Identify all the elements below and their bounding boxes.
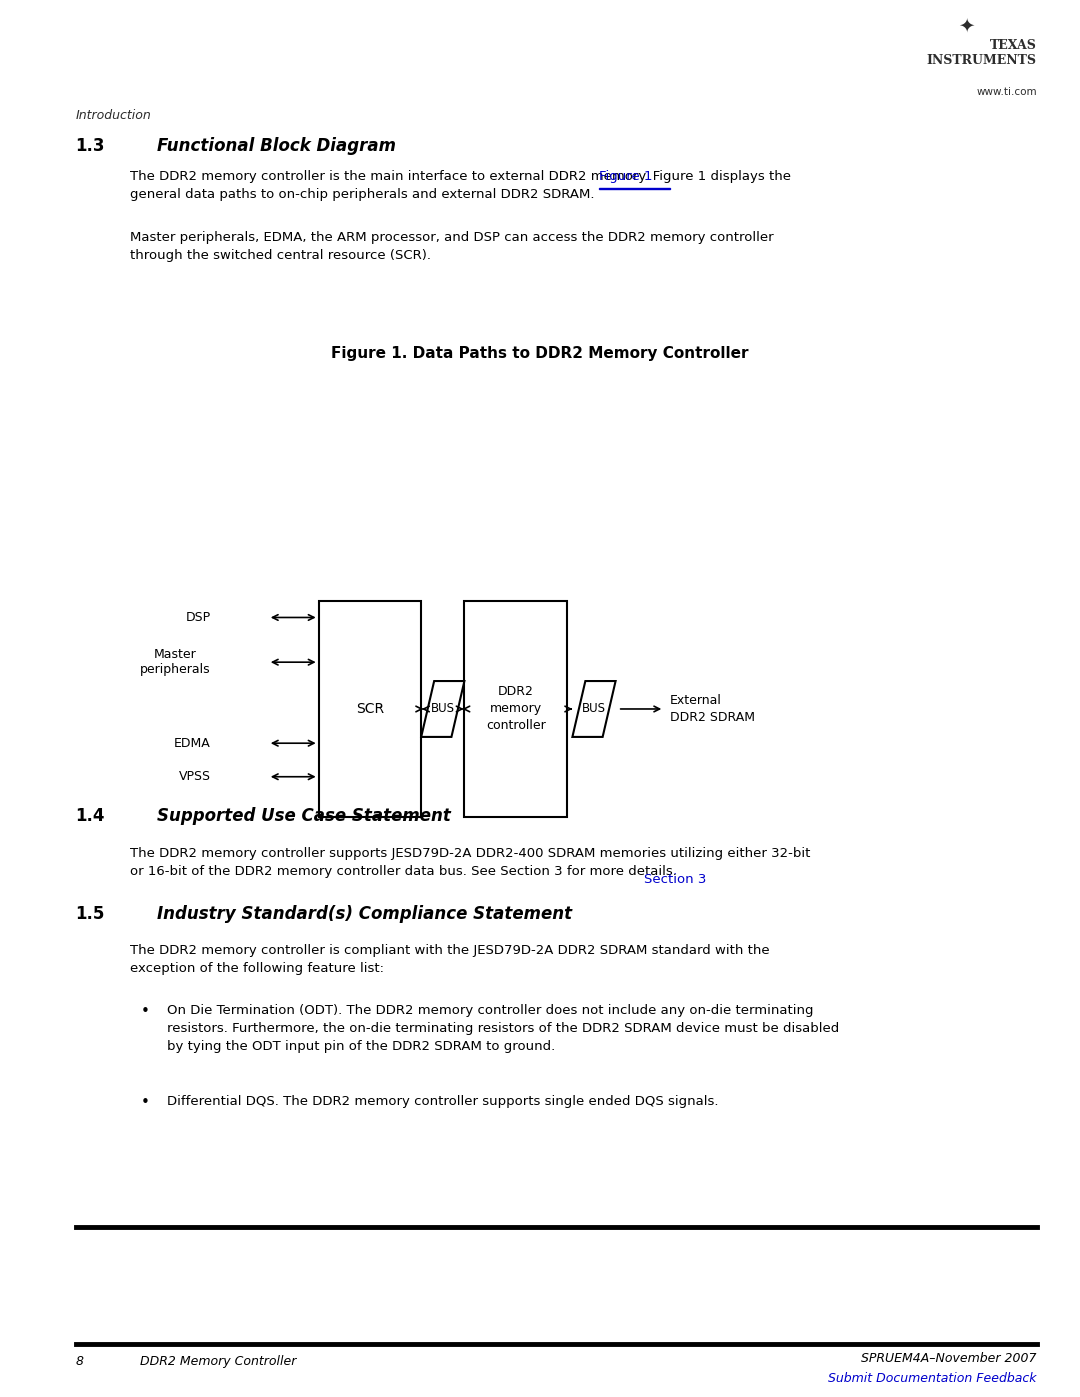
Text: Master peripherals, EDMA, the ARM processor, and DSP can access the DDR2 memory : Master peripherals, EDMA, the ARM proces… [130,231,773,261]
Text: Section 3: Section 3 [644,873,706,886]
Text: Supported Use Case Statement: Supported Use Case Statement [157,807,450,826]
Text: SPRUEM4A–November 2007: SPRUEM4A–November 2007 [862,1352,1037,1365]
Text: Industry Standard(s) Compliance Statement: Industry Standard(s) Compliance Statemen… [157,905,571,923]
Text: On Die Termination (ODT). The DDR2 memory controller does not include any on-die: On Die Termination (ODT). The DDR2 memor… [167,1004,839,1053]
Text: 1.3: 1.3 [76,137,105,155]
Text: BUS: BUS [582,703,606,715]
Polygon shape [421,680,464,738]
Text: Introduction: Introduction [76,109,151,122]
Text: SCR: SCR [355,701,384,717]
Text: ✦: ✦ [958,17,975,36]
Text: •: • [140,1095,149,1111]
Text: EDMA: EDMA [174,736,211,750]
Text: •: • [140,1004,149,1020]
Polygon shape [572,680,616,738]
Text: 1.4: 1.4 [76,807,105,826]
Text: TEXAS
INSTRUMENTS: TEXAS INSTRUMENTS [927,39,1037,67]
Text: External
DDR2 SDRAM: External DDR2 SDRAM [670,694,755,724]
Text: BUS: BUS [431,703,455,715]
Text: Figure 1. Data Paths to DDR2 Memory Controller: Figure 1. Data Paths to DDR2 Memory Cont… [332,346,748,362]
FancyBboxPatch shape [319,601,421,817]
Text: The DDR2 memory controller supports JESD79D-2A DDR2-400 SDRAM memories utilizing: The DDR2 memory controller supports JESD… [130,847,810,877]
Text: www.ti.com: www.ti.com [976,87,1037,96]
Bar [599,189,670,190]
Text: 8: 8 [76,1355,83,1368]
Text: Differential DQS. The DDR2 memory controller supports single ended DQS signals.: Differential DQS. The DDR2 memory contro… [167,1095,719,1108]
Text: 1.5: 1.5 [76,905,105,923]
Text: DDR2 Memory Controller: DDR2 Memory Controller [140,1355,297,1368]
Text: DDR2
memory
controller: DDR2 memory controller [486,686,545,732]
Text: The DDR2 memory controller is compliant with the JESD79D-2A DDR2 SDRAM standard : The DDR2 memory controller is compliant … [130,944,769,975]
Text: Submit Documentation Feedback: Submit Documentation Feedback [828,1372,1037,1384]
Text: Master
peripherals: Master peripherals [140,648,211,676]
Text: DSP: DSP [186,610,211,624]
Text: Figure 1: Figure 1 [599,170,653,183]
Text: VPSS: VPSS [178,770,211,784]
Text: The DDR2 memory controller is the main interface to external DDR2 memory. Figure: The DDR2 memory controller is the main i… [130,170,791,201]
FancyBboxPatch shape [464,601,567,817]
Text: Functional Block Diagram: Functional Block Diagram [157,137,395,155]
